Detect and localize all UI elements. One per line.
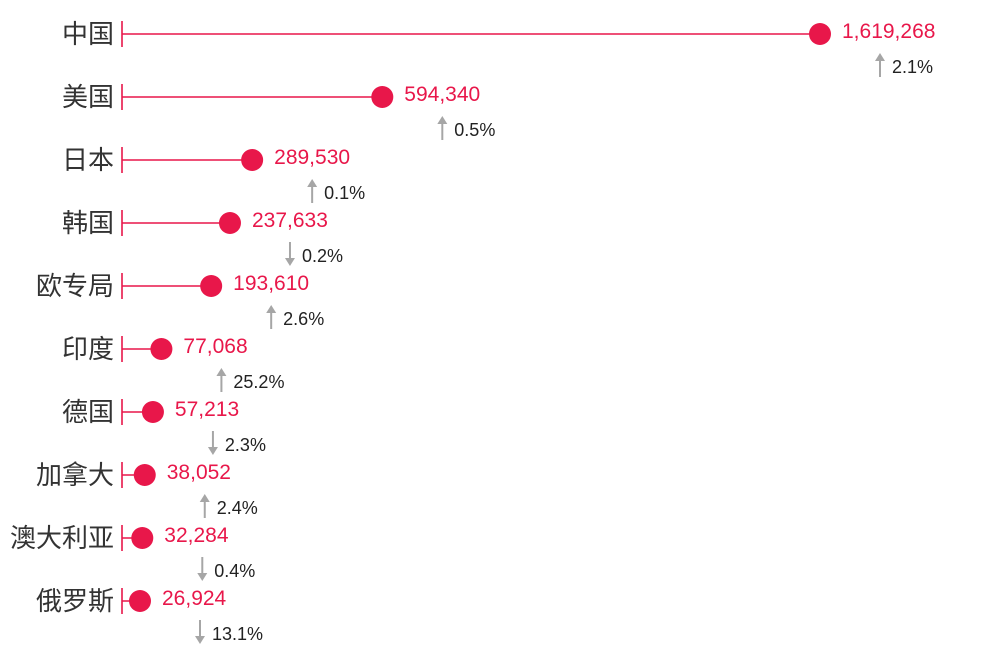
lollipop-dot — [150, 338, 173, 360]
category-label: 俄罗斯 — [36, 587, 114, 617]
category-label: 中国 — [62, 20, 114, 50]
down-arrowhead-icon — [195, 636, 205, 644]
change-label: 0.1% — [324, 183, 365, 203]
up-arrowhead-icon — [437, 116, 448, 124]
change-label: 2.6% — [283, 309, 324, 329]
value-label: 26,924 — [162, 587, 227, 610]
value-label: 57,213 — [175, 398, 239, 421]
lollipop-dot — [129, 590, 151, 612]
lollipop-dot — [131, 527, 154, 549]
value-label: 1,619,268 — [842, 20, 935, 43]
category-label: 德国 — [62, 398, 114, 428]
change-label: 2.3% — [225, 435, 266, 455]
up-arrowhead-icon — [216, 368, 227, 376]
down-arrowhead-icon — [284, 258, 295, 266]
up-arrowhead-icon — [875, 53, 885, 61]
change-label: 0.5% — [454, 120, 495, 140]
lollipop-dot — [371, 86, 394, 108]
change-label: 2.1% — [892, 57, 933, 77]
change-label: 2.4% — [217, 498, 258, 518]
up-arrowhead-icon — [266, 305, 277, 313]
value-label: 32,284 — [164, 524, 229, 547]
lollipop-dot — [200, 275, 223, 297]
up-arrowhead-icon — [199, 494, 210, 502]
up-arrowhead-icon — [307, 179, 318, 187]
down-arrowhead-icon — [197, 573, 208, 581]
value-label: 289,530 — [274, 146, 350, 169]
category-label: 日本 — [62, 146, 114, 176]
change-label: 0.4% — [214, 561, 255, 581]
category-label: 澳大利亚 — [10, 524, 114, 554]
value-label: 594,340 — [404, 83, 480, 106]
lollipop-dot — [133, 464, 156, 486]
category-label: 美国 — [62, 83, 114, 113]
category-label: 加拿大 — [36, 461, 114, 491]
value-label: 38,052 — [167, 461, 231, 484]
value-label: 193,610 — [233, 272, 309, 295]
category-label: 韩国 — [62, 209, 114, 239]
change-label: 13.1% — [212, 624, 263, 644]
down-arrowhead-icon — [207, 447, 218, 455]
lollipop-dot — [218, 212, 241, 234]
lollipop-dot — [241, 149, 264, 171]
change-label: 0.2% — [302, 246, 343, 266]
lollipop-dot — [809, 23, 831, 45]
value-label: 77,068 — [183, 335, 247, 358]
value-label: 237,633 — [252, 209, 328, 232]
lollipop-dot — [141, 401, 164, 423]
change-label: 25.2% — [233, 372, 284, 392]
category-label: 印度 — [62, 335, 114, 365]
category-label: 欧专局 — [36, 272, 114, 302]
